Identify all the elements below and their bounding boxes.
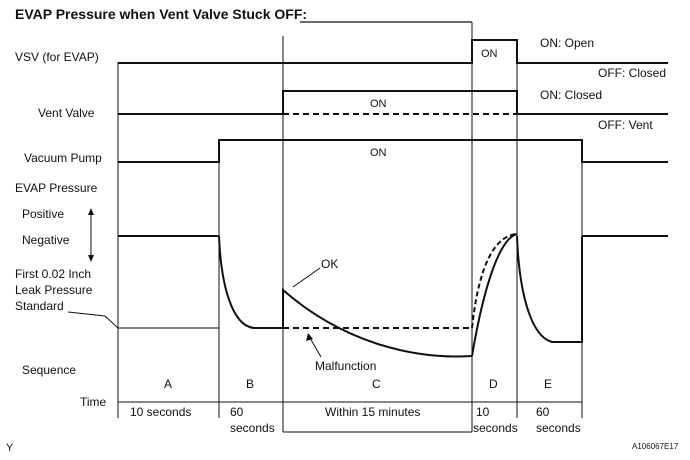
sequence-label: Sequence (22, 363, 76, 377)
malfunction-arrowhead (306, 333, 313, 341)
time-d-value: 10 (476, 405, 490, 419)
evap-pressure-label: EVAP Pressure (15, 181, 98, 195)
vent-valve-signal (118, 90, 668, 115)
pressure-curve-e (516, 235, 583, 343)
time-e-unit: seconds (536, 421, 581, 435)
time-a: 10 seconds (130, 405, 191, 419)
malfunction-curve (282, 287, 473, 358)
pressure-direction-arrow (88, 208, 94, 262)
sequence-c: C (372, 377, 381, 391)
vent-on-desc: ON: Closed (540, 88, 602, 102)
sequence-d: D (489, 377, 498, 391)
malfunction-recovery-curve (471, 233, 518, 357)
pressure-curve-b (218, 235, 283, 329)
leak-standard-line1: First 0.02 Inch (15, 267, 91, 281)
sequence-e: E (544, 377, 552, 391)
vsv-signal (118, 39, 668, 64)
pump-on-label: ON (370, 147, 387, 159)
chart-title: EVAP Pressure when Vent Valve Stuck OFF: (15, 6, 307, 22)
corner-mark: Y (6, 442, 14, 454)
leak-standard-pointer (67, 311, 119, 329)
negative-label: Negative (22, 233, 70, 247)
leak-standard-line3: Standard (15, 299, 64, 313)
time-c: Within 15 minutes (325, 405, 420, 419)
vsv-label: VSV (for EVAP) (15, 50, 99, 64)
vacuum-pump-signal (118, 139, 668, 163)
time-b-value: 60 (230, 405, 244, 419)
ok-label: OK (321, 257, 338, 271)
vsv-on-box-label: ON (481, 48, 498, 60)
time-label: Time (80, 395, 107, 409)
vent-on-label: ON (370, 98, 387, 110)
malfunction-pointer (309, 337, 322, 358)
vent-valve-label: Vent Valve (38, 106, 95, 120)
malfunction-label: Malfunction (315, 359, 376, 373)
leak-standard-line2: Leak Pressure (15, 283, 93, 297)
ok-recovery-curve (471, 233, 518, 329)
figure-code: A106067E17 (632, 442, 679, 451)
sequence-a: A (164, 377, 172, 391)
sequence-b: B (246, 377, 254, 391)
vent-off-desc: OFF: Vent (598, 118, 653, 132)
time-d-unit: seconds (473, 421, 518, 435)
vsv-off-desc: OFF: Closed (598, 66, 666, 80)
time-b-unit: seconds (230, 421, 275, 435)
vsv-on-desc: ON: Open (540, 36, 594, 50)
vacuum-pump-label: Vacuum Pump (24, 151, 102, 165)
ok-pointer (292, 267, 321, 288)
positive-label: Positive (22, 207, 64, 221)
time-e-value: 60 (536, 405, 550, 419)
